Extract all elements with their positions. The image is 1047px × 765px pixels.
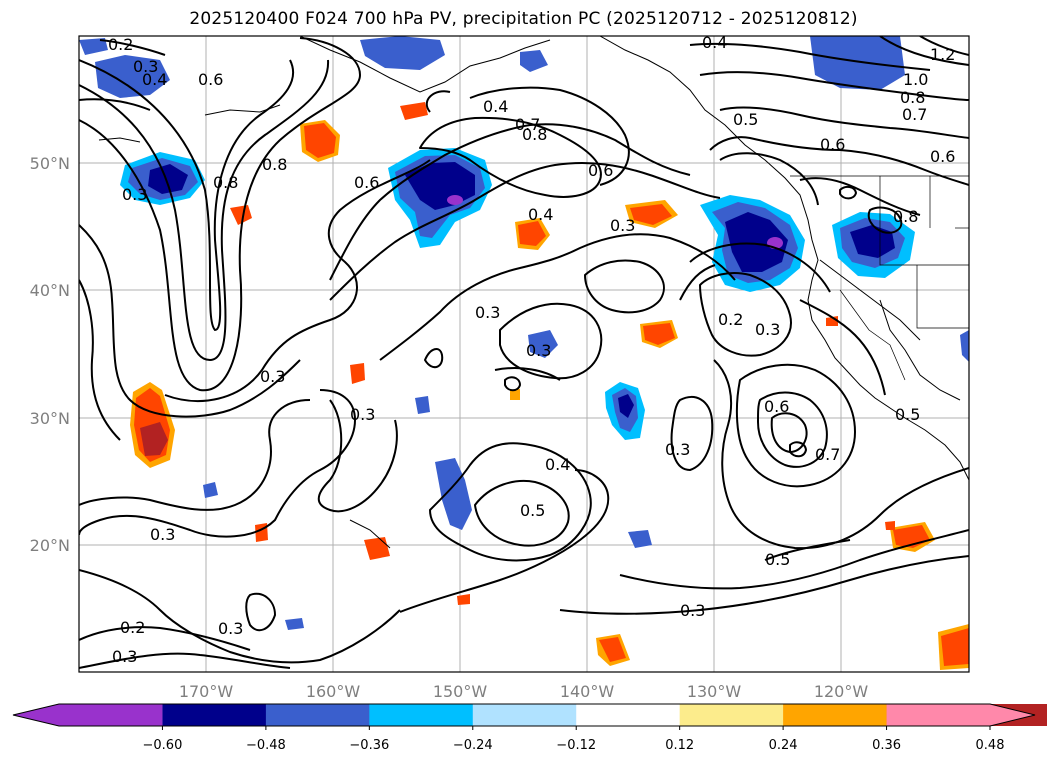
- plot-frame: [78, 35, 970, 673]
- precip-positive-blobs: [130, 102, 969, 670]
- contour-label: 0.3: [260, 367, 285, 386]
- colorbar-tick-label: 0.36: [872, 738, 901, 753]
- contour-label: 0.5: [895, 405, 920, 424]
- contour-label: 0.4: [483, 97, 508, 116]
- contour-label: 0.8: [213, 173, 238, 192]
- contour-label: 0.3: [475, 303, 500, 322]
- colorbar-outline: [12, 703, 1036, 727]
- contour-label: 0.7: [515, 115, 540, 134]
- contour-label: 0.2: [108, 35, 133, 54]
- lat-axis: 50°N 40°N 30°N 20°N: [30, 154, 70, 555]
- contour-label: 0.7: [902, 105, 927, 124]
- lon-label: 130°W: [687, 682, 742, 701]
- colorbar-tick-label: −0.36: [349, 738, 389, 753]
- lon-label: 150°W: [433, 682, 488, 701]
- contour-label: 0.8: [900, 88, 925, 107]
- lat-label: 40°N: [30, 281, 70, 300]
- lon-label: 160°W: [306, 682, 361, 701]
- contour-label: 0.3: [112, 647, 137, 666]
- lat-label: 30°N: [30, 409, 70, 428]
- contour-label: 0.4: [702, 33, 727, 52]
- contour-label: 0.4: [528, 205, 553, 224]
- contour-label: 0.6: [198, 70, 223, 89]
- colorbar-segment: [265, 704, 370, 726]
- precip-negative-blobs: [79, 36, 969, 630]
- plot-area: [79, 36, 969, 672]
- colorbar-ticks: −0.60 −0.48 −0.36 −0.24 −0.12 0.12 0.24 0.36 0.4…: [143, 726, 1005, 753]
- contour-label: 1.0: [903, 70, 928, 89]
- contour-label: 0.5: [733, 110, 758, 129]
- contour-label: 0.3: [133, 57, 158, 76]
- contour-label: 0.7: [815, 445, 840, 464]
- colorbar-tick-label: 0.24: [769, 738, 798, 753]
- lat-label: 20°N: [30, 536, 70, 555]
- colorbar-tick-label: 0.48: [976, 738, 1005, 753]
- contour-label: 0.3: [122, 185, 147, 204]
- contour-label: 0.8: [522, 125, 547, 144]
- map-title: 2025120400 F024 700 hPa PV, precipitatio…: [189, 9, 858, 29]
- lon-label: 140°W: [560, 682, 615, 701]
- colorbar: −0.60 −0.48 −0.36 −0.24 −0.12 0.12 0.24 0.36 0.4…: [12, 703, 1047, 753]
- colorbar-tick-label: −0.60: [143, 738, 183, 753]
- colorbar-tick-label: 0.12: [665, 738, 694, 753]
- contour-label: 0.3: [610, 216, 635, 235]
- colorbar-segment: [783, 704, 888, 726]
- colorbar-segment: [576, 704, 681, 726]
- colorbar-tick-label: −0.24: [453, 738, 493, 753]
- contour-label: 0.3: [680, 601, 705, 620]
- contour-label: 0.3: [150, 525, 175, 544]
- contour-label: 0.2: [718, 310, 743, 329]
- colorbar-segment: [369, 704, 474, 726]
- colorbar-tick-label: −0.12: [556, 738, 596, 753]
- contour-label: 0.3: [218, 619, 243, 638]
- pv-contours: [79, 36, 969, 669]
- contour-label-group: 0.2 0.3 0.4 0.6 0.8 0.3 0.8 0.6 0.4 0.7 …: [108, 33, 955, 666]
- lon-axis: 170°W 160°W 150°W 140°W 130°W 120°W: [179, 682, 869, 701]
- contour-label: 0.4: [545, 455, 570, 474]
- colorbar-segment: [886, 704, 1035, 726]
- contour-label: 0.4: [142, 70, 167, 89]
- colorbar-segment: [13, 704, 163, 726]
- contour-label: 0.6: [588, 161, 613, 180]
- colorbar-tick-label: −0.48: [246, 738, 286, 753]
- contour-label: 0.8: [262, 155, 287, 174]
- contour-label: 0.3: [665, 440, 690, 459]
- colorbar-segment: [679, 704, 784, 726]
- contour-label: 0.3: [526, 341, 551, 360]
- contour-label: 0.5: [520, 501, 545, 520]
- contour-label: 0.8: [893, 207, 918, 226]
- gridlines: [79, 36, 969, 672]
- colorbar-segment: [162, 704, 267, 726]
- colorbar-segment: [472, 704, 577, 726]
- lon-label: 120°W: [814, 682, 869, 701]
- contour-label: 0.6: [354, 173, 379, 192]
- contour-label: 1.2: [930, 45, 955, 64]
- contour-label: 0.6: [764, 397, 789, 416]
- lon-label: 170°W: [179, 682, 234, 701]
- contour-label: 0.6: [930, 147, 955, 166]
- contour-label: 0.6: [820, 135, 845, 154]
- contour-label: 0.2: [120, 618, 145, 637]
- lat-label: 50°N: [30, 154, 70, 173]
- contour-label: 0.5: [765, 550, 790, 569]
- contour-label: 0.3: [350, 405, 375, 424]
- contour-label: 0.3: [755, 320, 780, 339]
